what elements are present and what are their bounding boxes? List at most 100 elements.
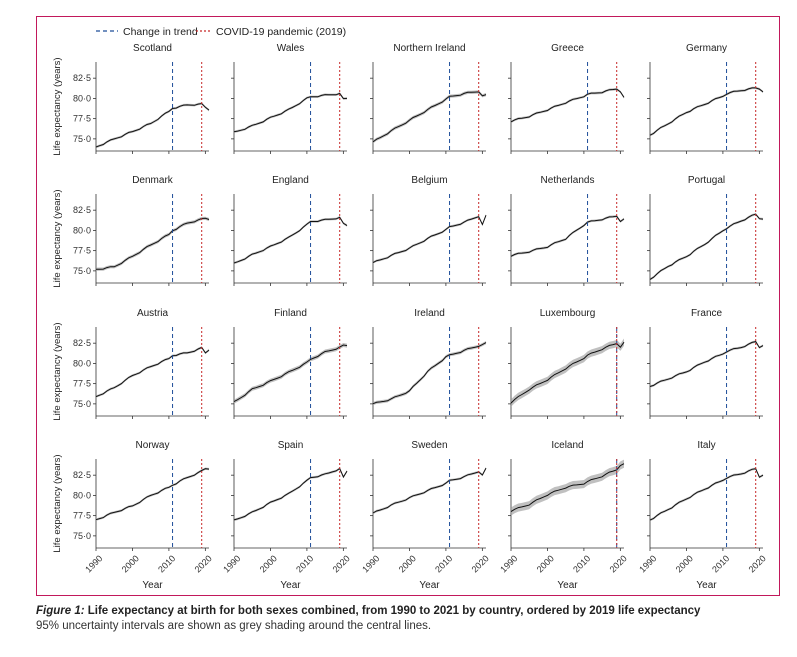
panel-title: Finland [274,308,307,319]
panel-portugal: Portugal [647,175,764,286]
uncertainty-band [650,467,763,522]
panel-finland: Finland [231,308,348,419]
x-tick-label: 2020 [608,553,629,574]
panel-title: Iceland [551,440,583,451]
x-tick-label: 1990 [637,553,658,574]
y-tick-label: 80·0 [73,93,91,103]
x-tick-label: 2010 [433,553,454,574]
panel-greece: Greece [508,43,625,154]
uncertainty-band [511,87,624,124]
panel-iceland: Iceland 1990 2000 2010 2020 Year [498,440,629,591]
series-line [649,213,764,280]
panel-belgium: Belgium [370,175,487,286]
y-tick-label: 77·5 [73,114,91,124]
y-tick-label: 80·0 [73,490,91,500]
y-axis-label: Life expectancy (years) [52,454,63,552]
panel-sweden: Sweden 1990 2000 2010 2020 Year [360,440,491,591]
y-tick-label: 75·0 [73,399,91,409]
panel-title: Spain [278,440,304,451]
panel-spain: Spain 1990 2000 2010 2020 Year [221,440,352,591]
y-axis-label: Life expectancy (years) [52,57,63,155]
panel-austria: Austria 75·0 77·5 80·0 82·5 Life expectancy (… [52,308,210,421]
x-tick-label: 2020 [747,553,768,574]
x-tick-label: 2020 [470,553,491,574]
panels: Scotland 75·0 77·5 80·0 82·5 Life expectancy … [52,43,768,591]
x-tick-label: 2000 [120,553,141,574]
y-tick-label: 75·0 [73,266,91,276]
panel-germany: Germany [647,43,764,154]
y-tick-label: 82·5 [73,338,91,348]
y-tick-label: 82·5 [73,205,91,215]
y-axis-label: Life expectancy (years) [52,322,63,420]
y-axis-label: Life expectancy (years) [52,189,63,287]
x-tick-label: 2000 [258,553,279,574]
series-line [233,92,348,133]
panel-title: Denmark [132,175,174,186]
panel-title: Netherlands [541,175,595,186]
panel-title: Germany [686,43,727,54]
legend-covid-label: COVID-19 pandemic (2019) [216,26,346,38]
y-tick-label: 80·0 [73,225,91,235]
series-line [510,341,625,404]
series-line [372,215,487,264]
x-axis-label: Year [696,580,717,591]
series-line [649,468,764,521]
series-line [95,468,210,521]
panel-france: France [647,308,764,419]
panel-norway: Norway 75·0 77·5 80·0 82·5 1990 2000 2010 2020 Li… [52,440,214,591]
series-line [649,87,764,136]
panel-title: Scotland [133,43,172,54]
panel-title: Portugal [688,175,725,186]
x-axis-label: Year [419,580,440,591]
x-axis-label: Year [557,580,578,591]
y-tick-label: 75·0 [73,134,91,144]
x-tick-label: 2000 [535,553,556,574]
panel-northern-ireland: Northern Ireland [370,43,487,154]
panel-italy: Italy 1990 2000 2010 2020 Year [637,440,768,591]
x-tick-label: 2020 [193,553,214,574]
x-tick-label: 1990 [221,553,242,574]
panel-title: Italy [697,440,715,451]
uncertainty-band [373,90,486,144]
panel-title: Greece [551,43,584,54]
panel-title: Wales [277,43,304,54]
panel-title: Sweden [411,440,447,451]
panel-wales: Wales [231,43,348,154]
y-tick-label: 77·5 [73,379,91,389]
series-line [95,346,210,398]
series-line [96,217,210,270]
uncertainty-band [373,341,486,406]
legend-trend-label: Change in trend [123,26,198,38]
panel-title: Belgium [411,175,447,186]
figure-frame [36,16,780,596]
panel-title: France [691,308,723,319]
series-line [510,215,625,257]
uncertainty-band [96,346,209,398]
y-tick-label: 82·5 [73,73,91,83]
caption-title-line: Figure 1: Life expectancy at birth for b… [36,604,780,619]
x-tick-label: 1990 [498,553,519,574]
panel-scotland: Scotland 75·0 77·5 80·0 82·5 Life expectancy … [52,43,210,156]
uncertainty-band [511,338,624,407]
y-tick-label: 82·5 [73,470,91,480]
series-line [233,216,348,264]
y-tick-label: 77·5 [73,246,91,256]
series-line [95,102,210,148]
chart-svg: Change in trend COVID-19 pandemic (2019)… [52,26,768,591]
legend: Change in trend COVID-19 pandemic (2019) [96,26,346,38]
series-line [372,467,487,514]
figure-label: Figure 1: [36,605,85,617]
x-tick-label: 1990 [360,553,381,574]
y-tick-label: 80·0 [73,358,91,368]
panel-netherlands: Netherlands [508,175,625,286]
series-line [510,88,625,123]
x-axis-label: Year [280,580,301,591]
figure-caption: Figure 1: Life expectancy at birth for b… [36,604,780,634]
panel-title: Northern Ireland [393,43,465,54]
series-line [233,344,348,403]
x-axis-label: Year [142,580,163,591]
x-tick-label: 2020 [331,553,352,574]
panel-title: England [272,175,309,186]
uncertainty-band [234,343,347,404]
series-line [510,463,625,513]
